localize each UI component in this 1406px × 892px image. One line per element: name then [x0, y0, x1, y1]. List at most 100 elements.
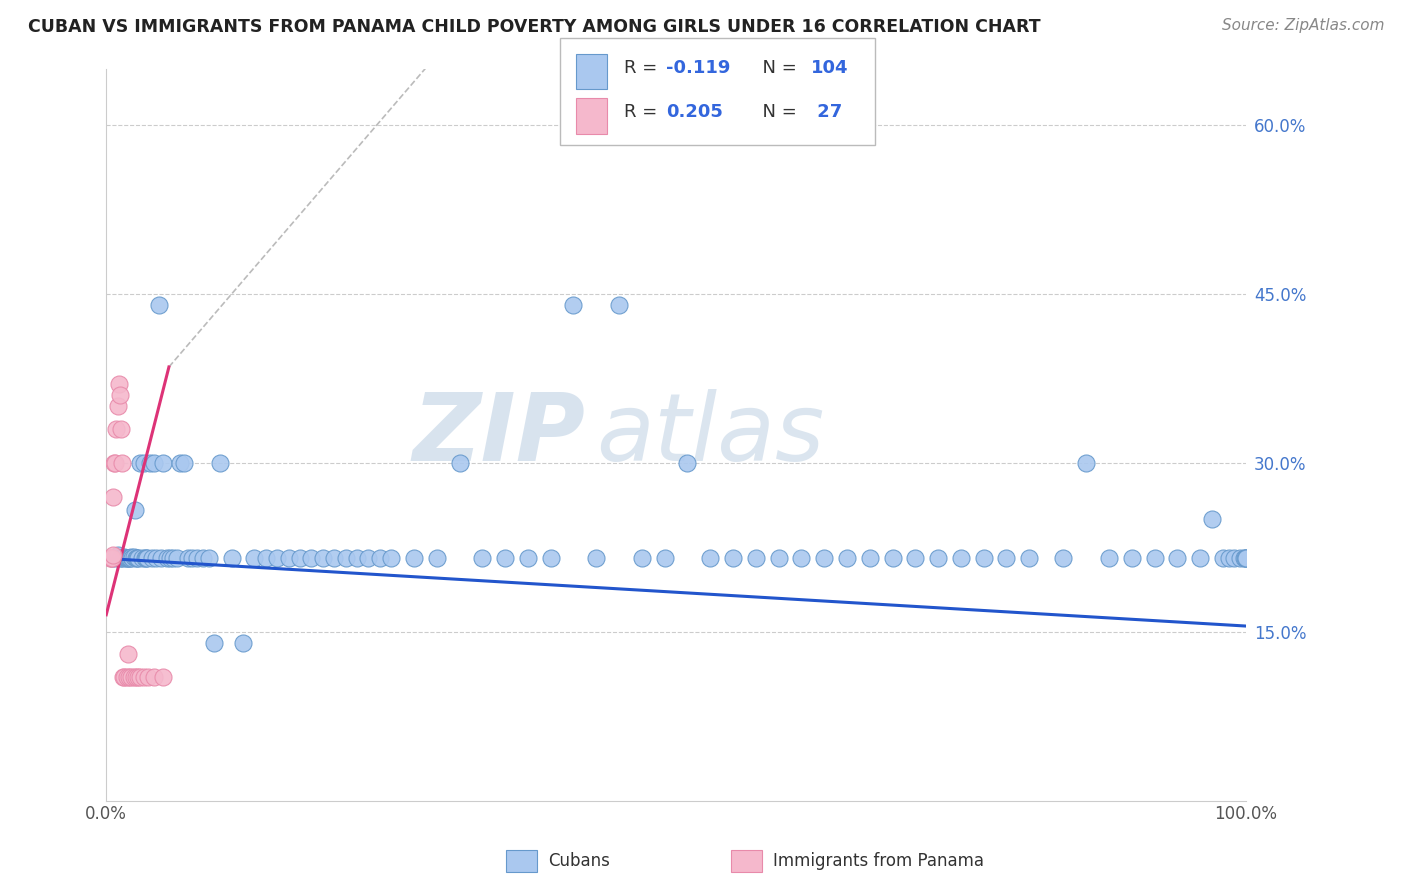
Point [335, 551, 357, 566]
Text: 0.205: 0.205 [666, 103, 723, 121]
Point [100, 551, 122, 566]
Point [995, 551, 1018, 566]
Point [112, 551, 135, 566]
Point [115, 551, 138, 566]
Point [110, 551, 132, 566]
Text: R =: R = [624, 103, 664, 121]
Point [357, 551, 380, 566]
Point [198, 551, 221, 566]
Point [138, 456, 160, 470]
Point [104, 456, 127, 470]
Point [114, 551, 136, 566]
Text: Immigrants from Panama: Immigrants from Panama [773, 852, 984, 871]
Text: 27: 27 [811, 103, 842, 121]
Point [134, 551, 156, 566]
Point [973, 551, 995, 566]
Point [266, 551, 288, 566]
Point [98, 551, 121, 566]
Point [1218, 551, 1240, 566]
Point [112, 670, 135, 684]
Point [107, 376, 129, 391]
Point [108, 551, 131, 566]
Point [232, 636, 254, 650]
Point [859, 551, 882, 566]
Point [904, 551, 927, 566]
Point [1234, 551, 1257, 566]
Point [1189, 551, 1212, 566]
Point [101, 551, 124, 566]
Point [835, 551, 858, 566]
Point [1201, 512, 1223, 526]
Text: 104: 104 [811, 59, 849, 77]
Point [152, 456, 174, 470]
Text: CUBAN VS IMMIGRANTS FROM PANAMA CHILD POVERTY AMONG GIRLS UNDER 16 CORRELATION C: CUBAN VS IMMIGRANTS FROM PANAMA CHILD PO… [28, 18, 1040, 36]
Point [288, 551, 311, 566]
Point [120, 551, 142, 566]
Point [141, 551, 163, 566]
Point [138, 670, 160, 684]
Point [180, 551, 202, 566]
Point [312, 551, 335, 566]
Point [121, 551, 143, 566]
Point [449, 456, 471, 470]
Point [129, 670, 152, 684]
Point [380, 551, 402, 566]
Point [494, 551, 516, 566]
Point [346, 551, 368, 566]
Point [1143, 551, 1166, 566]
Point [323, 551, 346, 566]
Point [149, 551, 172, 566]
Point [120, 670, 142, 684]
Text: N =: N = [751, 103, 803, 121]
Point [1223, 551, 1246, 566]
Point [402, 551, 425, 566]
Point [186, 551, 208, 566]
Point [221, 551, 243, 566]
Point [699, 551, 721, 566]
Point [104, 551, 127, 566]
Point [745, 551, 768, 566]
Point [630, 551, 652, 566]
Point [882, 551, 904, 566]
Point [124, 503, 146, 517]
Point [1166, 551, 1188, 566]
Point [562, 298, 585, 312]
Point [173, 456, 195, 470]
Point [949, 551, 972, 566]
Point [1229, 551, 1251, 566]
Point [166, 551, 188, 566]
Point [1212, 551, 1234, 566]
Point [1052, 551, 1074, 566]
Point [654, 551, 676, 566]
Point [122, 670, 145, 684]
Point [676, 456, 699, 470]
Point [131, 551, 153, 566]
Point [585, 551, 607, 566]
Point [143, 456, 166, 470]
Point [107, 548, 129, 562]
Point [132, 670, 155, 684]
Text: N =: N = [751, 59, 803, 77]
Text: -0.119: -0.119 [666, 59, 731, 77]
Point [114, 670, 136, 684]
Point [108, 388, 131, 402]
Point [107, 400, 129, 414]
Point [169, 456, 191, 470]
Point [132, 456, 155, 470]
Point [768, 551, 790, 566]
Point [1232, 551, 1254, 566]
Point [927, 551, 949, 566]
Point [277, 551, 299, 566]
Point [101, 548, 124, 562]
Text: R =: R = [624, 59, 664, 77]
Text: Cubans: Cubans [548, 852, 610, 871]
Point [1098, 551, 1121, 566]
Point [101, 490, 124, 504]
Point [125, 670, 148, 684]
Point [125, 551, 148, 566]
Point [471, 551, 494, 566]
Point [1121, 551, 1143, 566]
Point [117, 551, 139, 566]
Text: ZIP: ZIP [412, 389, 585, 481]
Point [129, 456, 152, 470]
